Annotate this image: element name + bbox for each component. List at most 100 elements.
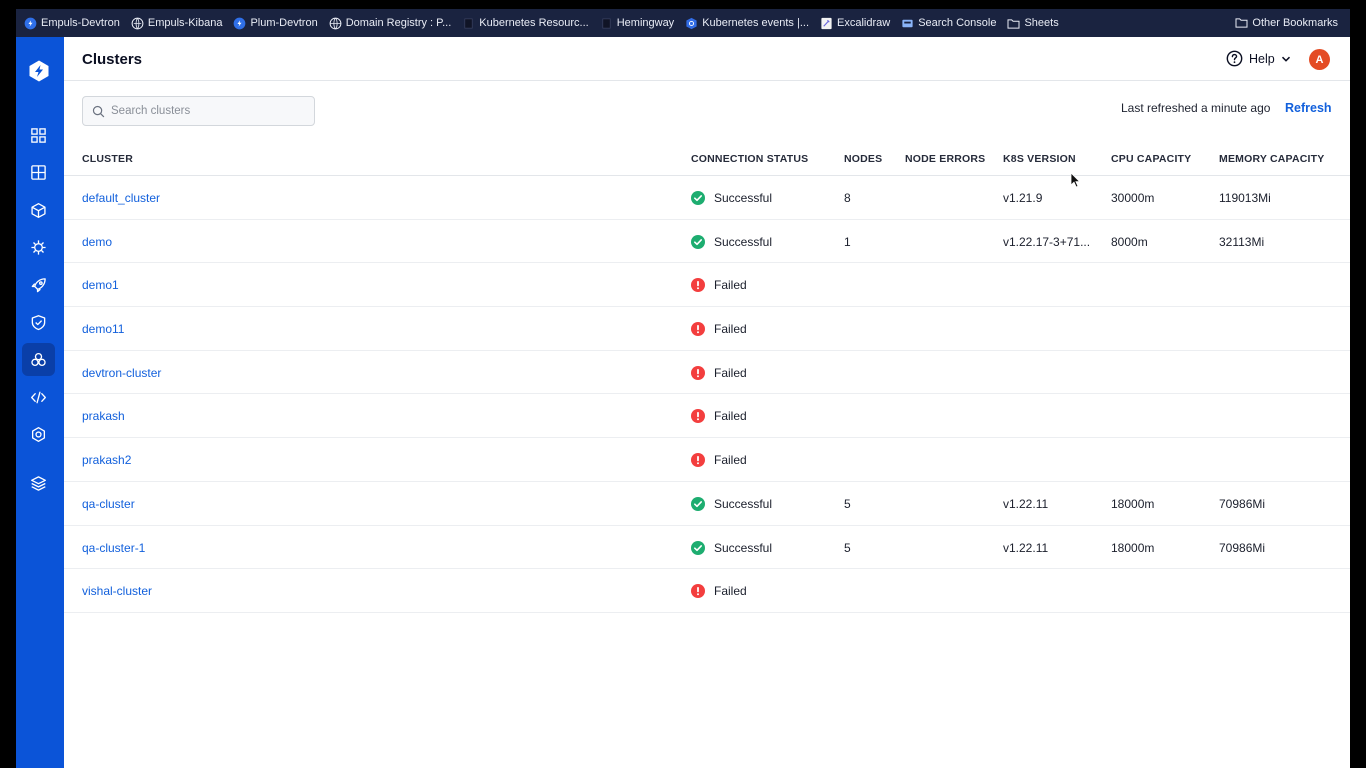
table-row[interactable]: prakash2 Failed [64, 438, 1350, 482]
other-bookmarks[interactable]: Other Bookmarks [1235, 9, 1338, 37]
refresh-button[interactable]: Refresh [1285, 101, 1332, 115]
error-circle-icon [691, 409, 714, 424]
search-input[interactable] [111, 105, 301, 117]
column-header-connection-status[interactable]: CONNECTION STATUS [691, 153, 809, 165]
cpu-capacity: 30000m [1111, 191, 1155, 205]
table-row[interactable]: demo1 Failed [64, 263, 1350, 308]
help-button[interactable]: Help [1226, 50, 1291, 67]
cluster-name-link[interactable]: prakash2 [82, 453, 132, 468]
cluster-name-link[interactable]: qa-cluster-1 [82, 540, 146, 555]
column-header-cpu-capacity[interactable]: CPU CAPACITY [1111, 153, 1192, 165]
k8s-version: v1.22.11 [1003, 496, 1049, 511]
nav-global-configurations[interactable] [22, 418, 55, 451]
nav-resource-browser[interactable] [22, 231, 55, 264]
nav-stack-manager[interactable] [22, 467, 55, 500]
user-avatar[interactable]: A [1309, 49, 1330, 70]
layers-icon [31, 476, 46, 491]
nav-clusters[interactable] [22, 343, 55, 376]
connection-status: Failed [691, 365, 747, 380]
search-box[interactable] [82, 96, 315, 126]
bookmark-item[interactable]: Hemingway [600, 17, 674, 30]
bookmark-item[interactable]: Sheets [1007, 17, 1059, 30]
check-circle-icon [691, 496, 714, 511]
cluster-name-link[interactable]: demo1 [82, 278, 119, 293]
globe-icon [329, 17, 342, 30]
bookmark-item[interactable]: Excalidraw [820, 17, 890, 30]
nodes-count: 5 [844, 540, 851, 555]
column-header-k8s-version[interactable]: K8S VERSION [1003, 153, 1076, 165]
nav-bulk-edit[interactable] [22, 381, 55, 414]
mouse-cursor-icon [1070, 172, 1080, 188]
cpu-capacity: 18000m [1111, 540, 1155, 555]
page-header: Clusters Help A [64, 37, 1350, 81]
cluster-name-link[interactable]: demo11 [82, 322, 125, 337]
connection-status: Successful [691, 540, 773, 555]
nav-applications[interactable] [22, 119, 55, 152]
last-refreshed-text: Last refreshed a minute ago [1121, 101, 1271, 115]
error-circle-icon [691, 453, 714, 468]
rocket-icon [31, 278, 46, 293]
table-row[interactable]: vishal-cluster Failed [64, 569, 1350, 613]
bookmark-item[interactable]: Search Console [901, 17, 996, 30]
devtron-logo[interactable] [22, 54, 55, 87]
bookmark-label: Empuls-Devtron [41, 17, 120, 29]
table-row[interactable]: qa-cluster Successful 5 v1.22.11 18000m 70986… [64, 482, 1350, 526]
status-label: Failed [714, 278, 747, 293]
connection-status: Failed [691, 584, 747, 599]
nav-app-groups[interactable] [22, 156, 55, 189]
kubernetes-icon [31, 240, 46, 255]
kubernetes-icon [685, 17, 698, 30]
k8s-version: v1.22.17-3+71... [1003, 234, 1091, 249]
cluster-name-link[interactable]: demo [82, 234, 113, 249]
bookmark-label: Excalidraw [837, 17, 891, 29]
cluster-name-link[interactable]: default_cluster [82, 191, 161, 205]
question-circle-icon [1226, 50, 1243, 67]
cpu-capacity: 18000m [1111, 496, 1155, 511]
column-header-nodes[interactable]: NODES [844, 153, 883, 165]
page-icon [600, 17, 613, 30]
table-row[interactable]: qa-cluster-1 Successful 5 v1.22.11 18000m 709… [64, 526, 1350, 570]
sidebar [16, 37, 64, 768]
check-circle-icon [691, 191, 714, 205]
bookmark-item[interactable]: Kubernetes events |... [685, 17, 809, 30]
excalidraw-icon [820, 17, 833, 30]
k8s-version: v1.22.11 [1003, 540, 1049, 555]
browser-window: Empuls-Devtron Empuls-Kibana Plum-Devtron D… [16, 9, 1350, 768]
devtron-logo-icon [29, 60, 48, 81]
column-header-memory-capacity[interactable]: MEMORY CAPACITY [1219, 153, 1325, 165]
cluster-name-link[interactable]: prakash [82, 409, 125, 424]
cluster-icon [31, 352, 46, 367]
bookmarks-list: Empuls-Devtron Empuls-Kibana Plum-Devtron D… [24, 17, 1070, 30]
bookmark-item[interactable]: Empuls-Kibana [131, 17, 222, 30]
table-row[interactable]: devtron-cluster Failed [64, 351, 1350, 395]
nav-chart-store[interactable] [22, 194, 55, 227]
status-label: Successful [714, 191, 773, 205]
table-row[interactable]: demo Successful 1 v1.22.17-3+71... 8000m 3211… [64, 220, 1350, 264]
bookmark-item[interactable]: Empuls-Devtron [24, 17, 120, 30]
bookmark-item[interactable]: Plum-Devtron [233, 17, 318, 30]
column-header-node-errors[interactable]: NODE ERRORS [905, 153, 986, 165]
nav-security[interactable] [22, 306, 55, 339]
connection-status: Successful [691, 496, 772, 511]
cpu-capacity: 8000m [1111, 234, 1148, 249]
error-circle-icon [691, 365, 714, 380]
column-header-cluster[interactable]: CLUSTER [82, 153, 133, 165]
cluster-name-link[interactable]: vishal-cluster [82, 584, 153, 599]
nodes-count: 1 [844, 234, 851, 249]
cluster-name-link[interactable]: qa-cluster [82, 496, 135, 511]
bookmark-label: Kubernetes events |... [702, 17, 809, 29]
bookmark-item[interactable]: Kubernetes Resourc... [462, 17, 589, 30]
nodes-count: 8 [844, 191, 851, 205]
folder-icon [1007, 17, 1020, 30]
status-label: Successful [714, 540, 773, 555]
table-row[interactable]: prakash Failed [64, 394, 1350, 439]
cluster-name-link[interactable]: devtron-cluster [82, 365, 162, 380]
table-row[interactable]: demo11 Failed [64, 307, 1350, 351]
k8s-version: v1.21.9 [1003, 191, 1043, 205]
bookmark-label: Search Console [918, 17, 997, 29]
table-row[interactable]: default_cluster Successful 8 v1.21.9 30000m 1… [64, 176, 1350, 220]
cube-icon [31, 203, 46, 218]
shield-icon [31, 315, 46, 331]
nav-deployment-groups[interactable] [22, 269, 55, 302]
bookmark-item[interactable]: Domain Registry : P... [329, 17, 451, 30]
